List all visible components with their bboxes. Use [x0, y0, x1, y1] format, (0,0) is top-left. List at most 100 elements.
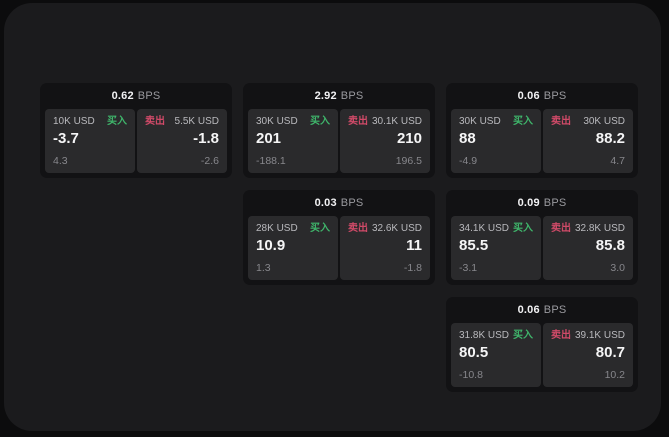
quote-body: 30K USD 买入 201 -188.1 卖出 30.1K USD 210 1…	[248, 109, 430, 173]
bps-value: 0.03	[314, 197, 337, 209]
buy-side-label: 买入	[310, 223, 330, 234]
quote-card: 0.03 BPS 28K USD 买入 10.9 1.3 卖出 32.6K US…	[243, 190, 435, 285]
sell-side-label: 卖出	[551, 116, 571, 127]
sell-price: -1.8	[193, 130, 219, 147]
bps-unit-label: BPS	[340, 197, 364, 209]
buy-panel[interactable]: 34.1K USD 买入 85.5 -3.1	[451, 216, 541, 280]
quote-body: 31.8K USD 买入 80.5 -10.8 卖出 39.1K USD 80.…	[451, 323, 633, 387]
bps-value: 0.06	[517, 90, 540, 102]
bps-unit-label: BPS	[137, 90, 161, 102]
sell-amount: 32.8K USD	[574, 223, 625, 234]
buy-side-label: 买入	[513, 116, 533, 127]
sell-panel[interactable]: 卖出 30K USD 88.2 4.7	[543, 109, 633, 173]
buy-amount: 10K USD	[53, 116, 95, 127]
buy-top-row: 10K USD 买入	[53, 116, 127, 127]
bps-value: 0.06	[517, 304, 540, 316]
sell-change: -1.8	[403, 262, 422, 274]
sell-amount: 30K USD	[583, 116, 625, 127]
sell-price: 210	[396, 130, 422, 147]
buy-amount: 30K USD	[256, 116, 298, 127]
sell-side-label: 卖出	[551, 223, 571, 234]
buy-panel[interactable]: 10K USD 买入 -3.7 4.3	[45, 109, 135, 173]
main-panel: 0.62 BPS 10K USD 买入 -3.7 4.3 卖出 5.5K USD	[4, 3, 661, 431]
buy-price: 88	[459, 130, 476, 147]
quote-body: 28K USD 买入 10.9 1.3 卖出 32.6K USD 11 -1.8	[248, 216, 430, 280]
buy-change: -188.1	[256, 155, 286, 167]
buy-side-label: 买入	[107, 116, 127, 127]
sell-amount: 30.1K USD	[371, 116, 422, 127]
bps-unit-label: BPS	[340, 90, 364, 102]
buy-top-row: 34.1K USD 买入	[459, 223, 533, 234]
buy-price: -3.7	[53, 130, 79, 147]
bps-value: 0.09	[517, 197, 540, 209]
buy-top-row: 28K USD 买入	[256, 223, 330, 234]
sell-price: 88.2	[595, 130, 625, 147]
sell-top-row: 卖出 5.5K USD	[145, 116, 219, 127]
buy-amount: 28K USD	[256, 223, 298, 234]
sell-change: 4.7	[610, 155, 625, 167]
sell-panel[interactable]: 卖出 5.5K USD -1.8 -2.6	[137, 109, 227, 173]
bps-unit-label: BPS	[543, 90, 567, 102]
buy-panel[interactable]: 31.8K USD 买入 80.5 -10.8	[451, 323, 541, 387]
buy-change: -3.1	[459, 262, 478, 274]
sell-change: 3.0	[610, 262, 625, 274]
sell-panel[interactable]: 卖出 32.6K USD 11 -1.8	[340, 216, 430, 280]
quote-card: 2.92 BPS 30K USD 买入 201 -188.1 卖出 30.1K …	[243, 83, 435, 178]
sell-top-row: 卖出 39.1K USD	[551, 330, 625, 341]
buy-change: 4.3	[53, 155, 68, 167]
bps-value: 2.92	[314, 90, 337, 102]
sell-change: 196.5	[395, 155, 422, 167]
sell-change: 10.2	[604, 369, 625, 381]
buy-price: 80.5	[459, 344, 489, 361]
bps-header: 0.06 BPS	[451, 297, 633, 323]
sell-amount: 39.1K USD	[574, 330, 625, 341]
sell-panel[interactable]: 卖出 32.8K USD 85.8 3.0	[543, 216, 633, 280]
sell-price: 11	[406, 237, 422, 254]
buy-panel[interactable]: 28K USD 买入 10.9 1.3	[248, 216, 338, 280]
buy-top-row: 31.8K USD 买入	[459, 330, 533, 341]
buy-price: 10.9	[256, 237, 286, 254]
bps-unit-label: BPS	[543, 304, 567, 316]
sell-panel[interactable]: 卖出 39.1K USD 80.7 10.2	[543, 323, 633, 387]
bps-header: 2.92 BPS	[248, 83, 430, 109]
quote-card: 0.62 BPS 10K USD 买入 -3.7 4.3 卖出 5.5K USD	[40, 83, 232, 178]
quote-card-grid: 0.62 BPS 10K USD 买入 -3.7 4.3 卖出 5.5K USD	[40, 83, 638, 392]
bps-header: 0.09 BPS	[451, 190, 633, 216]
sell-top-row: 卖出 30K USD	[551, 116, 625, 127]
sell-top-row: 卖出 30.1K USD	[348, 116, 422, 127]
buy-price: 85.5	[459, 237, 489, 254]
buy-amount: 31.8K USD	[459, 330, 510, 341]
quote-body: 10K USD 买入 -3.7 4.3 卖出 5.5K USD -1.8 -2.…	[45, 109, 227, 173]
buy-side-label: 买入	[513, 330, 533, 341]
quote-card: 0.06 BPS 31.8K USD 买入 80.5 -10.8 卖出 39.1…	[446, 297, 638, 392]
buy-change: 1.3	[256, 262, 271, 274]
sell-side-label: 卖出	[348, 223, 368, 234]
sell-side-label: 卖出	[551, 330, 571, 341]
bps-header: 0.62 BPS	[45, 83, 227, 109]
sell-amount: 32.6K USD	[371, 223, 422, 234]
bps-value: 0.62	[111, 90, 134, 102]
sell-amount: 5.5K USD	[174, 116, 219, 127]
bps-header: 0.03 BPS	[248, 190, 430, 216]
quote-body: 30K USD 买入 88 -4.9 卖出 30K USD 88.2 4.7	[451, 109, 633, 173]
sell-panel[interactable]: 卖出 30.1K USD 210 196.5	[340, 109, 430, 173]
sell-change: -2.6	[200, 155, 219, 167]
sell-price: 80.7	[595, 344, 625, 361]
buy-side-label: 买入	[310, 116, 330, 127]
quote-card: 0.09 BPS 34.1K USD 买入 85.5 -3.1 卖出 32.8K…	[446, 190, 638, 285]
buy-amount: 30K USD	[459, 116, 501, 127]
buy-panel[interactable]: 30K USD 买入 201 -188.1	[248, 109, 338, 173]
buy-side-label: 买入	[513, 223, 533, 234]
sell-top-row: 卖出 32.8K USD	[551, 223, 625, 234]
quote-card: 0.06 BPS 30K USD 买入 88 -4.9 卖出 30K USD	[446, 83, 638, 178]
buy-change: -10.8	[459, 369, 483, 381]
sell-price: 85.8	[595, 237, 625, 254]
buy-panel[interactable]: 30K USD 买入 88 -4.9	[451, 109, 541, 173]
buy-top-row: 30K USD 买入	[459, 116, 533, 127]
quote-body: 34.1K USD 买入 85.5 -3.1 卖出 32.8K USD 85.8…	[451, 216, 633, 280]
buy-change: -4.9	[459, 155, 478, 167]
buy-price: 201	[256, 130, 282, 147]
sell-side-label: 卖出	[348, 116, 368, 127]
sell-side-label: 卖出	[145, 116, 165, 127]
